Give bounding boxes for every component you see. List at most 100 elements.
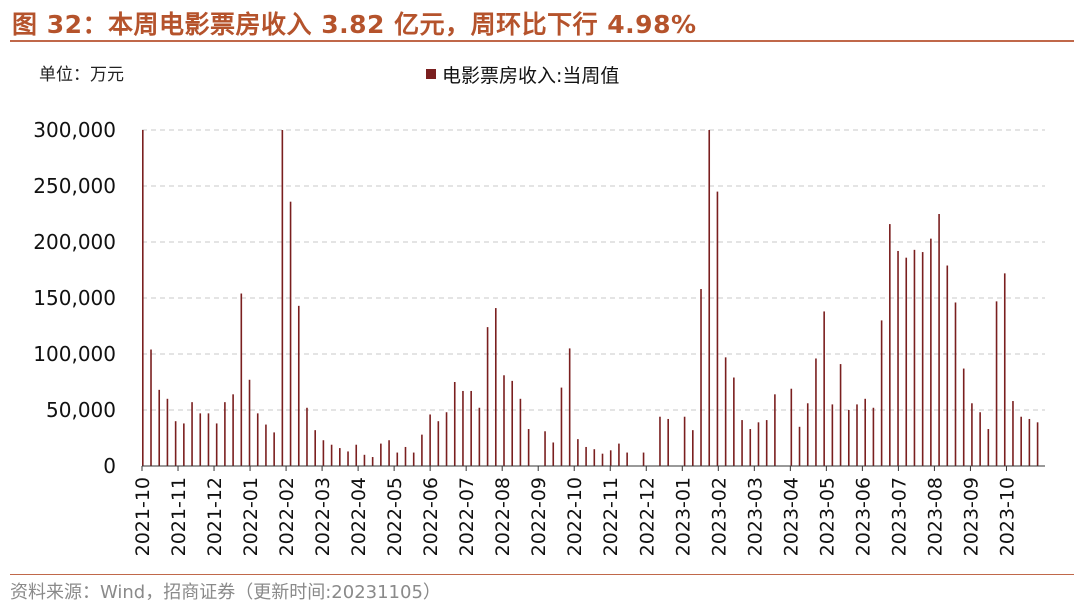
- bar: [897, 250, 899, 466]
- bar: [215, 423, 218, 466]
- bars: [142, 130, 1039, 466]
- bar: [618, 443, 620, 466]
- x-tick-label: 2022-07: [456, 477, 478, 556]
- gridlines: [142, 129, 1045, 411]
- bar: [347, 451, 349, 466]
- x-tick-label: 2021-10: [132, 477, 154, 556]
- bar: [708, 130, 711, 466]
- x-tick-label: 2022-12: [636, 477, 658, 556]
- bar: [815, 358, 817, 466]
- bar: [289, 201, 292, 466]
- bar: [486, 327, 489, 466]
- bar: [823, 311, 825, 466]
- bar: [560, 387, 563, 466]
- bar: [445, 412, 448, 466]
- bar: [798, 426, 801, 466]
- bar: [946, 265, 949, 466]
- x-tick-label: 2022-06: [420, 477, 442, 556]
- x-tick-label: 2022-04: [348, 477, 370, 556]
- x-tick-label: 2023-03: [744, 477, 766, 556]
- y-tick-label: 150,000: [33, 286, 116, 310]
- bar: [609, 450, 612, 466]
- bar: [330, 444, 333, 466]
- legend[interactable]: 电影票房收入:当周值: [426, 65, 619, 87]
- bar: [889, 224, 891, 466]
- x-tick-label: 2021-12: [204, 477, 226, 556]
- bar: [429, 414, 431, 466]
- bar: [322, 440, 325, 466]
- y-tick-label: 100,000: [33, 342, 116, 366]
- x-tick-label: 2022-01: [240, 477, 262, 556]
- x-tick-label: 2022-11: [600, 477, 622, 556]
- bar: [380, 443, 382, 466]
- bar: [412, 452, 415, 466]
- bar: [207, 413, 210, 466]
- x-tick-label: 2023-06: [852, 477, 874, 556]
- bar: [396, 452, 399, 466]
- bar: [765, 420, 768, 466]
- bar: [470, 390, 472, 466]
- x-axis-ticks: 2021-10 2021-11 2021-12 2022-01 2022-02 2022-…: [132, 466, 1018, 556]
- bar: [716, 191, 719, 466]
- bar: [232, 394, 234, 466]
- legend-label: 电影票房收入:当周值: [442, 65, 619, 87]
- x-tick-label: 2023-07: [888, 477, 910, 556]
- x-tick-label: 2021-11: [168, 477, 190, 556]
- bar: [1012, 401, 1014, 466]
- bar: [552, 442, 555, 466]
- bar: [503, 375, 505, 466]
- bar: [930, 238, 932, 466]
- bar: [585, 446, 587, 466]
- bar: [1036, 422, 1039, 466]
- bar: [437, 421, 440, 466]
- y-tick-label: 200,000: [33, 230, 116, 254]
- y-tick-label: 50,000: [46, 398, 116, 422]
- bar: [1003, 273, 1006, 466]
- x-tick-label: 2022-10: [564, 477, 586, 556]
- bar: [757, 422, 760, 466]
- bar: [839, 364, 842, 466]
- bar: [273, 432, 275, 466]
- bar: [626, 452, 628, 466]
- bar: [281, 130, 284, 466]
- x-tick-label: 2023-02: [708, 477, 730, 556]
- bar: [142, 130, 144, 466]
- x-tick-label: 2023-09: [960, 477, 982, 556]
- bar: [240, 293, 243, 466]
- bar: [511, 380, 514, 466]
- bar: [297, 305, 300, 466]
- bar: [462, 390, 464, 466]
- bar: [494, 308, 497, 466]
- bar: [248, 379, 251, 466]
- bar: [979, 412, 981, 466]
- x-tick-label: 2022-03: [312, 477, 334, 556]
- bar: [1028, 418, 1031, 466]
- legend-swatch: [426, 69, 436, 79]
- bar: [314, 430, 316, 466]
- x-tick-label: 2022-09: [528, 477, 550, 556]
- bar: [831, 404, 834, 466]
- bar: [183, 423, 185, 466]
- bar: [905, 257, 908, 466]
- bar: [577, 439, 579, 466]
- bar: [191, 402, 193, 466]
- bar: [256, 413, 259, 466]
- bar: [363, 454, 366, 466]
- x-tick-label: 2023-10: [996, 477, 1018, 556]
- bar: [724, 357, 727, 466]
- bar: [962, 368, 965, 466]
- x-tick-label: 2023-05: [816, 477, 838, 556]
- bar: [806, 403, 809, 466]
- bar: [749, 429, 752, 466]
- bar: [880, 320, 883, 466]
- bar: [913, 249, 916, 466]
- bar: [355, 444, 358, 466]
- bar: [790, 388, 793, 466]
- bar: [921, 252, 924, 466]
- y-tick-label: 0: [103, 454, 116, 478]
- bar: [847, 410, 850, 466]
- bar: [568, 348, 571, 466]
- unit-label: 单位：万元: [39, 65, 124, 85]
- bar: [995, 301, 998, 466]
